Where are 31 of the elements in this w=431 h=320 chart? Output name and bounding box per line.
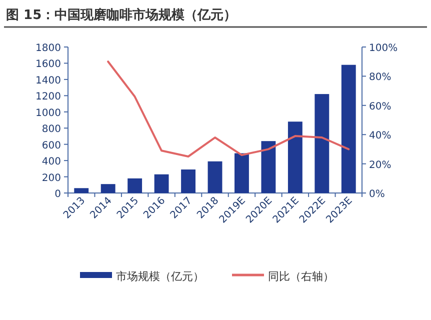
chart-title: 图 15：中国现磨咖啡市场规模（亿元） bbox=[6, 7, 237, 23]
bar bbox=[341, 64, 356, 193]
line-series bbox=[107, 60, 350, 158]
bar bbox=[100, 184, 116, 193]
y-tick-label: 600 bbox=[42, 140, 61, 152]
y-tick-label: 400 bbox=[42, 156, 61, 168]
y2-tick-label: 40% bbox=[369, 130, 392, 142]
bar bbox=[314, 94, 330, 193]
bar bbox=[74, 188, 89, 193]
y-tick-label: 1400 bbox=[36, 75, 61, 86]
y-tick-label: 1800 bbox=[36, 43, 61, 54]
y-tick-label: 200 bbox=[42, 172, 61, 184]
legend-label: 市场规模（亿元） bbox=[116, 270, 204, 283]
bar bbox=[261, 141, 276, 193]
y2-tick-label: 20% bbox=[369, 160, 392, 171]
y2-tick-label: 0% bbox=[369, 189, 385, 200]
bar bbox=[234, 153, 249, 193]
y2-tick-label: 80% bbox=[369, 72, 392, 84]
y2-tick-label: 60% bbox=[369, 101, 392, 112]
bar bbox=[288, 122, 302, 193]
y-tick-label: 1200 bbox=[36, 92, 61, 103]
y-tick-label: 0 bbox=[54, 189, 61, 200]
bar bbox=[154, 174, 169, 193]
y-tick-label: 800 bbox=[42, 124, 61, 136]
bar bbox=[208, 161, 222, 193]
y2-tick-label: 100% bbox=[369, 43, 398, 54]
y-tick-label: 1600 bbox=[36, 59, 61, 70]
y-tick-label: 1000 bbox=[36, 108, 61, 119]
bar bbox=[181, 169, 196, 193]
legend-label: 同比（右轴） bbox=[268, 270, 334, 283]
bar bbox=[128, 178, 142, 193]
